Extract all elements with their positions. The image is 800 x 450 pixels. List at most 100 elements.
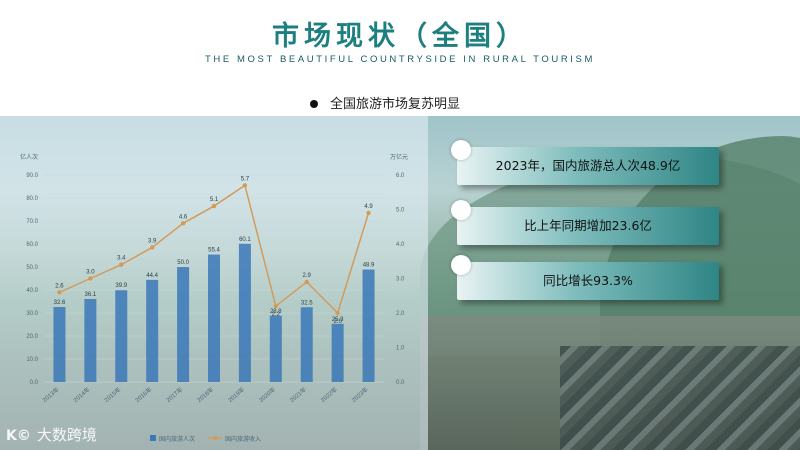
line-value-label: 3.0 [86,270,95,276]
stat-card-growth: 同比增长93.3% [451,255,719,300]
village-roofs [560,346,800,450]
line-value-label: 3.9 [148,238,157,244]
watermark-text: 大数跨境 [36,426,97,444]
bar-value-label: 39.9 [115,283,127,289]
y-tick-label: 50.0 [26,265,38,271]
bar [146,279,159,382]
y-tick-label: 70.0 [26,219,38,225]
bullet-point: 全国旅游市场复苏明显 [310,93,460,112]
watermark-logo: K© [6,428,31,444]
bar-series [53,243,375,382]
bar [269,315,282,382]
legend-swatch-bar [150,435,156,441]
tourism-chart: 亿人次 万亿元 0.0 10.0 20.0 30.0 40.0 50.0 60.0 70.0 8… [20,153,408,443]
line-point [57,290,62,295]
stat-card-increase: 比上年同期增加23.6亿 [451,200,719,245]
y2-tick-label: 6.0 [396,173,405,179]
bar [177,267,190,382]
line-series: 2.6 3.0 3.4 3.9 4.6 5.1 5.7 2.2 2.9 2.0 4.9 [55,176,373,325]
line-point [273,303,279,309]
y2-tick-label: 1.0 [396,346,405,352]
stat-text-growth: 同比增长93.3% [543,273,633,288]
line-point [366,210,371,216]
chart-legend: 国内旅游人次 国内旅游收入 [150,435,261,443]
line-value-label: 2.9 [303,273,312,279]
line-point [335,310,340,316]
line-value-label: 4.9 [364,204,373,210]
bar [300,307,313,382]
watermark: K© 大数跨境 [6,424,97,445]
y-tick-label: 0.0 [30,380,39,386]
legend-label-line: 国内旅游收入 [225,435,261,443]
x-tick-label: 2021年 [288,385,308,404]
line-point [304,279,309,285]
x-tick-label: 2013年 [41,385,61,404]
right-axis-unit: 万亿元 [390,153,408,161]
y-tick-label: 80.0 [26,196,38,202]
y2-tick-label: 0.0 [396,380,405,386]
y-tick-label: 90.0 [26,173,38,179]
x-tick-label: 2016年 [133,385,153,404]
line-value-label: 5.7 [241,176,250,182]
line-value-label: 4.6 [179,214,188,220]
legend-marker [213,436,217,440]
y2-tick-label: 2.0 [396,311,405,317]
bar [84,298,97,382]
y-tick-label: 10.0 [26,357,38,363]
card-dot-icon [451,200,471,220]
line-point [119,262,124,267]
bar [331,323,344,382]
x-tick-label: 2017年 [164,385,184,404]
x-tick-label: 2018年 [195,385,215,404]
line-point [242,183,248,188]
line-value-label: 2.0 [333,319,342,325]
x-tick-label: 2014年 [72,385,92,404]
y-tick-label: 30.0 [26,311,38,317]
bullet-text: 全国旅游市场复苏明显 [330,97,461,112]
line-value-label: 2.2 [272,312,281,318]
line-point [149,245,155,250]
bar [238,243,251,382]
y-tick-label: 20.0 [26,334,38,340]
line-value-label: 3.4 [117,256,126,262]
left-axis-unit: 亿人次 [20,153,38,161]
bar [362,269,375,382]
line-value-label: 5.1 [210,197,219,203]
bullet-dot-icon [310,99,318,108]
y2-tick-label: 4.0 [396,242,405,248]
bar-value-label: 28.8 [270,309,282,315]
x-tick-label: 2015年 [103,385,123,404]
line-point [88,276,93,281]
bar-value-label: 55.4 [208,248,220,254]
legend-label-bar: 国内旅游人次 [159,435,195,443]
line-value-label: 2.6 [55,283,64,289]
bar [208,254,220,382]
bar-value-label: 32.5 [301,300,313,306]
x-tick-label: 2023年 [350,385,370,404]
stat-card-total: 2023年，国内旅游总人次48.9亿 [451,140,719,185]
card-dot-icon [451,255,471,275]
page-subtitle: THE MOST BEAUTIFUL COUNTRYSIDE IN RURAL … [205,54,595,65]
x-tick-label: 2020年 [257,385,277,404]
left-axis-ticks: 0.0 10.0 20.0 30.0 40.0 50.0 60.0 70.0 80.0 90.0 [26,173,38,386]
bar-value-label: 25.3 [332,317,344,323]
bar-value-label: 60.1 [239,237,251,243]
y2-tick-label: 5.0 [396,208,405,214]
line-point [180,221,186,226]
x-axis-ticks: 2013年 2014年 2015年 2016年 2017年 2018年 2019年 2020年… [41,385,370,404]
stat-text-total: 2023年，国内旅游总人次48.9亿 [495,158,681,173]
bar-value-label: 36.1 [85,292,97,298]
bar-value-label: 32.6 [54,300,66,306]
line-point [211,203,217,209]
bar-labels: 32.6 36.1 39.9 44.4 50.0 55.4 60.1 28.8 32.5 25.3… [54,237,375,323]
header: 市场现状（全国） THE MOST BEAUTIFUL COUNTRYSIDE … [0,0,800,116]
stat-text-increase: 比上年同期增加23.6亿 [524,218,652,233]
y-tick-label: 40.0 [26,288,38,294]
x-tick-label: 2019年 [226,385,246,404]
bar-value-label: 44.4 [146,273,158,279]
page-title: 市场现状（全国） [272,21,528,52]
x-tick-label: 2022年 [319,385,339,404]
y-tick-label: 60.0 [26,242,38,248]
bar [115,290,128,382]
bar-value-label: 50.0 [177,260,189,266]
